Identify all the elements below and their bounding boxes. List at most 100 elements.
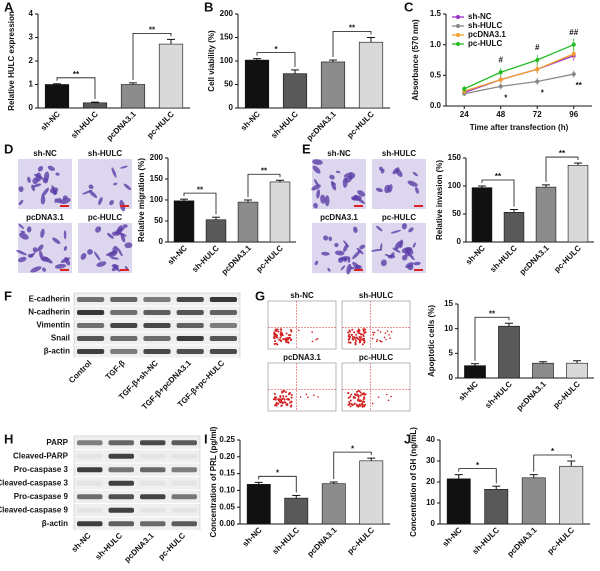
bar (566, 362, 588, 379)
blot-row-label: PARP (46, 438, 68, 447)
cell (376, 225, 383, 232)
significance-label: ** (349, 24, 356, 33)
flow-plot (341, 300, 411, 350)
blot-column-label: Control (67, 359, 93, 385)
significance-bracket (183, 192, 217, 215)
cell (334, 250, 345, 256)
cell (390, 252, 395, 258)
event (363, 331, 366, 334)
event (297, 329, 300, 332)
event (357, 394, 360, 397)
point (571, 72, 576, 77)
event (311, 340, 314, 343)
y-axis-label: Concentration of GH (ng/mL) (409, 427, 418, 537)
y-tick-label: 0 (159, 237, 164, 246)
cell (356, 247, 364, 255)
cell (387, 184, 393, 193)
y-tick-label: 5 (449, 348, 454, 357)
annotation: # (535, 43, 540, 52)
event (353, 336, 356, 339)
event (362, 400, 365, 403)
bar (484, 489, 509, 525)
cell (324, 195, 330, 207)
x-tick-label: sh-NC (464, 243, 487, 266)
band (140, 440, 166, 446)
event (287, 398, 290, 401)
cell (327, 267, 331, 272)
bar (173, 200, 195, 243)
cell (39, 250, 44, 261)
event (357, 390, 360, 393)
event (307, 396, 309, 398)
event (281, 332, 284, 335)
band (171, 480, 197, 486)
cell (334, 242, 339, 248)
significance-label: * (351, 444, 355, 453)
image-label: sh-NC (33, 149, 57, 158)
y-tick-label: 0.10 (219, 486, 235, 495)
blot-row-label: Snail (51, 334, 70, 343)
event (279, 328, 282, 331)
cell (105, 251, 116, 256)
band (77, 507, 103, 513)
flow-plot (341, 362, 411, 412)
cell (124, 242, 133, 249)
band (143, 323, 171, 328)
event (276, 328, 279, 331)
event (385, 338, 387, 341)
cell (401, 223, 407, 230)
cell (407, 180, 418, 187)
significance-bracket (56, 77, 96, 100)
blot-column-label: TGF-β (104, 358, 127, 381)
x-tick-label: pc-HULC (346, 525, 377, 556)
bar (269, 181, 291, 243)
significance-label: ** (261, 166, 268, 175)
image-label: sh-NC (290, 291, 314, 300)
event (359, 391, 362, 394)
event (347, 341, 350, 344)
significance-label: ** (149, 25, 156, 34)
y-tick-label: 15 (444, 299, 453, 308)
event (379, 331, 382, 333)
event (351, 337, 354, 340)
cell (354, 264, 362, 271)
significance-bracket (247, 173, 281, 197)
blot-row-label: Pro-caspase 9 (14, 492, 69, 501)
x-tick-label: pcDNA3.1 (220, 243, 253, 276)
y-tick-label: 200 (220, 9, 234, 18)
event (361, 343, 364, 346)
cell (394, 241, 402, 250)
cell (95, 226, 102, 233)
significance-label: ** (73, 70, 80, 79)
x-tick-label: pcDNA3.1 (518, 243, 551, 276)
event (275, 334, 278, 337)
series-line (464, 73, 574, 95)
event (359, 404, 362, 407)
significance-label: * (276, 468, 280, 477)
panel-label: A (4, 0, 14, 14)
cell (380, 259, 387, 267)
event (305, 393, 308, 396)
bar (244, 59, 270, 109)
cell (93, 251, 101, 261)
point (535, 67, 540, 72)
event (354, 337, 357, 340)
event (275, 342, 278, 345)
micrograph (372, 159, 426, 209)
cell (330, 180, 337, 191)
legend-label: sh-NC (468, 12, 492, 21)
cell (96, 261, 107, 267)
cell (124, 266, 129, 270)
band (140, 494, 166, 500)
band (110, 297, 138, 302)
cell (88, 190, 98, 198)
event (286, 336, 289, 339)
band (176, 336, 204, 341)
event (285, 337, 288, 340)
event (349, 341, 352, 344)
x-tick-label: pc-HULC (145, 109, 176, 140)
cell (415, 186, 419, 194)
band (77, 453, 103, 459)
x-tick-label: pc-HULC (551, 379, 582, 410)
event (273, 340, 276, 343)
